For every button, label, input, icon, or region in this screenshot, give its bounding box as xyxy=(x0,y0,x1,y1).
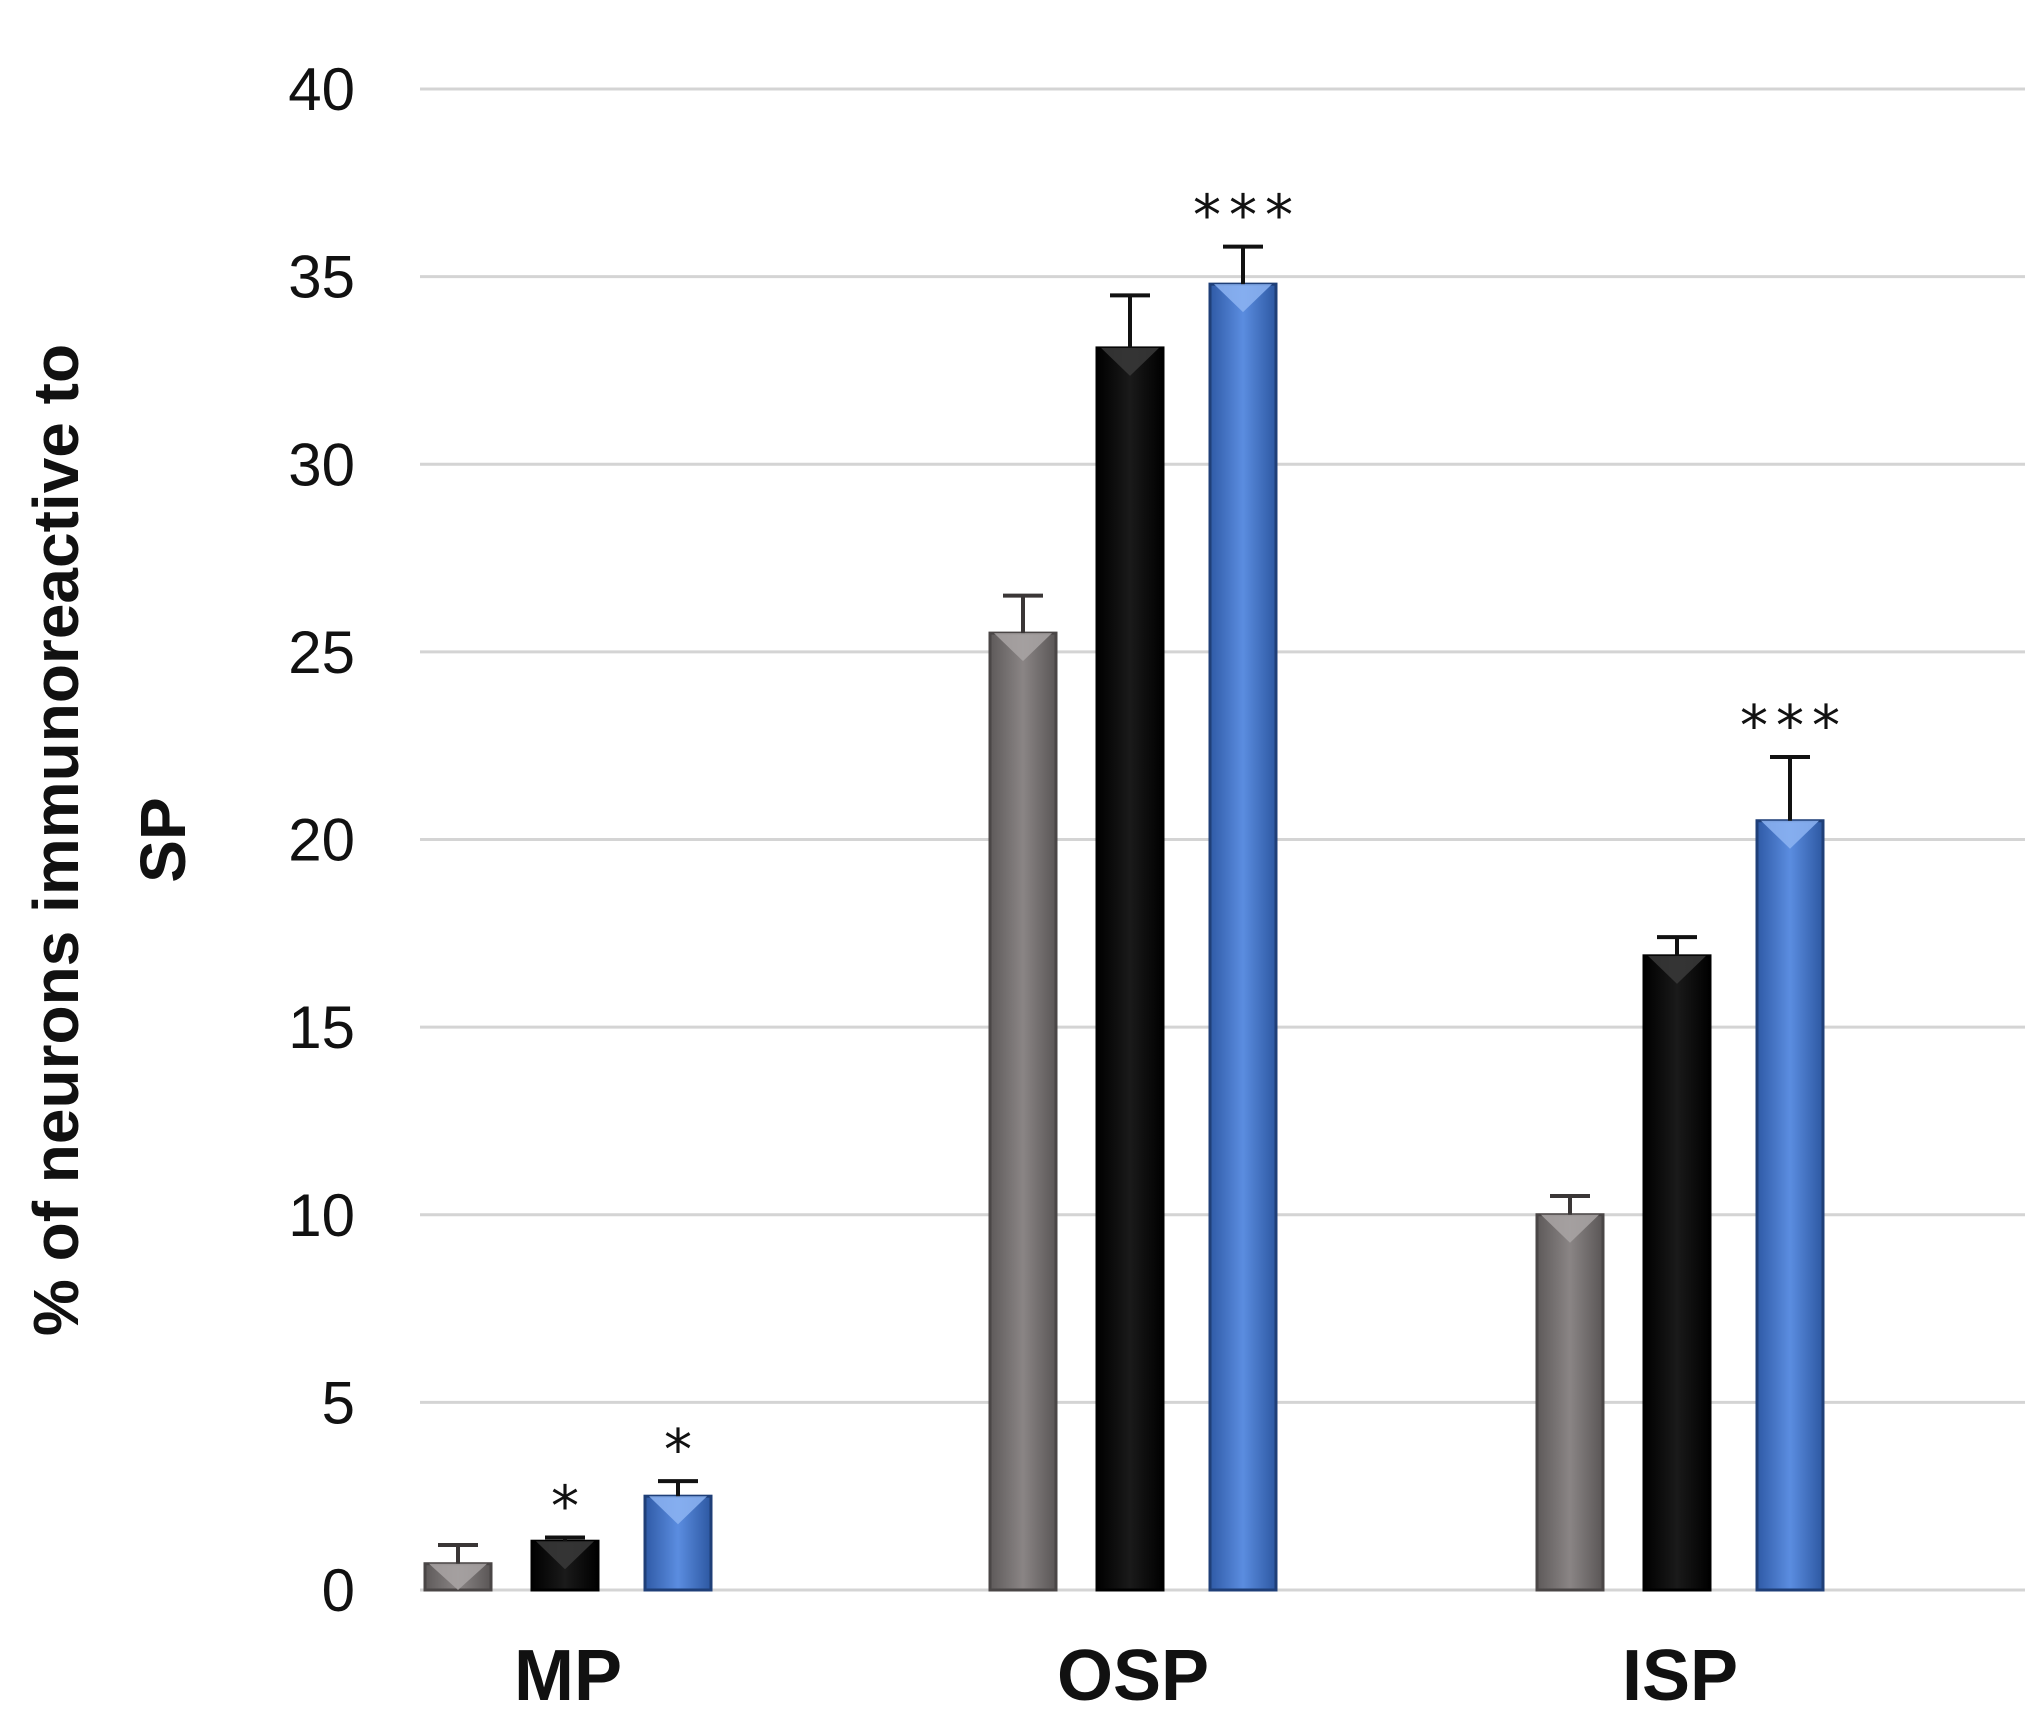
bar-highlight xyxy=(1101,347,1159,376)
y-tick-label: 40 xyxy=(288,56,355,123)
x-category-label: OSP xyxy=(1057,1636,1209,1711)
bar-highlight xyxy=(994,633,1052,662)
bar-highlight xyxy=(1541,1214,1599,1243)
bar-isp-1 xyxy=(1535,1213,1605,1592)
y-axis-label-line1: % of neurons immunoreactive to xyxy=(20,344,92,1336)
x-category-label: ISP xyxy=(1622,1636,1738,1711)
y-axis-label: % of neurons immunoreactive to SP xyxy=(20,344,199,1336)
significance-marker: *** xyxy=(1193,184,1301,249)
bar-osp-2 xyxy=(1095,346,1165,1592)
bar-isp-3 xyxy=(1755,819,1825,1592)
bar-highlight xyxy=(429,1563,487,1590)
y-tick-label: 5 xyxy=(322,1369,355,1436)
y-tick-label: 30 xyxy=(288,431,355,498)
significance-marker: *** xyxy=(1740,694,1848,759)
bar-highlight xyxy=(1648,955,1706,984)
bar-osp-3 xyxy=(1208,282,1278,1592)
bars: ******** xyxy=(423,184,1848,1592)
x-category-label: MP xyxy=(514,1636,622,1711)
bar-highlight xyxy=(649,1496,707,1525)
y-tick-label: 20 xyxy=(288,807,355,874)
y-tick-label: 35 xyxy=(288,244,355,311)
bar-highlight xyxy=(1761,820,1819,849)
significance-marker: * xyxy=(551,1474,587,1539)
y-tick-label: 25 xyxy=(288,619,355,686)
significance-marker: * xyxy=(664,1418,700,1483)
y-tick-label: 10 xyxy=(288,1182,355,1249)
bar-osp-1 xyxy=(988,631,1058,1592)
bar-highlight xyxy=(1214,284,1272,313)
bar-highlight xyxy=(536,1541,594,1570)
y-axis-label-line2: SP xyxy=(127,797,199,882)
y-tick-label: 0 xyxy=(322,1557,355,1624)
y-tick-label: 15 xyxy=(288,994,355,1061)
x-axis-categories: MP OSP ISP xyxy=(514,1636,1738,1711)
bar-isp-2 xyxy=(1642,954,1712,1592)
y-axis-ticks: 0 5 10 15 20 25 30 35 40 xyxy=(288,56,355,1624)
